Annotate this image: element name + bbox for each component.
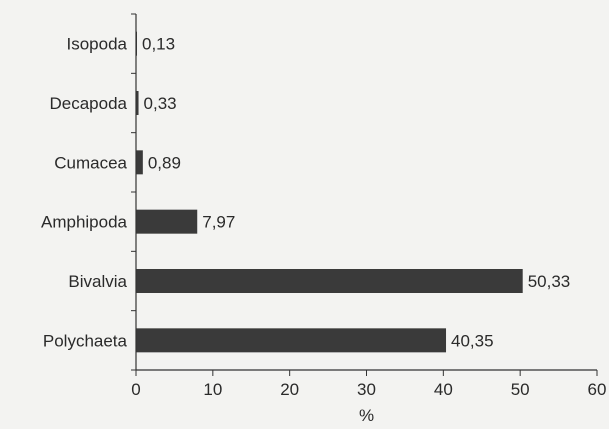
value-label-decapoda: 0,33: [144, 94, 177, 113]
category-label-bivalvia: Bivalvia: [68, 272, 127, 291]
value-label-bivalvia: 50,33: [528, 272, 571, 291]
x-axis-title: %: [359, 406, 374, 424]
x-tick-label: 10: [203, 380, 222, 399]
x-tick-label: 30: [357, 380, 376, 399]
x-tick-label: 60: [588, 380, 607, 399]
x-tick-label: 20: [280, 380, 299, 399]
value-label-amphipoda: 7,97: [202, 213, 235, 232]
axes-layer: [135, 14, 597, 371]
category-label-isopoda: Isopoda: [67, 35, 128, 54]
category-label-cumacea: Cumacea: [54, 153, 127, 172]
value-label-cumacea: 0,89: [148, 153, 181, 172]
bar-decapoda: [136, 91, 139, 115]
category-label-polychaeta: Polychaeta: [43, 331, 128, 350]
bar-amphipoda: [136, 209, 198, 234]
bar-cumacea: [136, 150, 143, 175]
category-label-decapoda: Decapoda: [49, 94, 127, 113]
labels-layer: Isopoda 0,13 Decapoda 0,33 Cumacea 0,89 Amphip…: [41, 13, 607, 399]
value-label-polychaeta: 40,35: [451, 331, 494, 350]
x-tick-label: 40: [434, 380, 453, 399]
bars-layer: [136, 31, 523, 353]
bar-polychaeta: [136, 328, 447, 353]
x-tick-label: 50: [511, 380, 530, 399]
bar-bivalvia: [136, 269, 523, 293]
category-label-amphipoda: Amphipoda: [41, 213, 128, 232]
x-tick-label: 0: [131, 380, 140, 399]
value-label-isopoda: 0,13: [142, 35, 175, 54]
